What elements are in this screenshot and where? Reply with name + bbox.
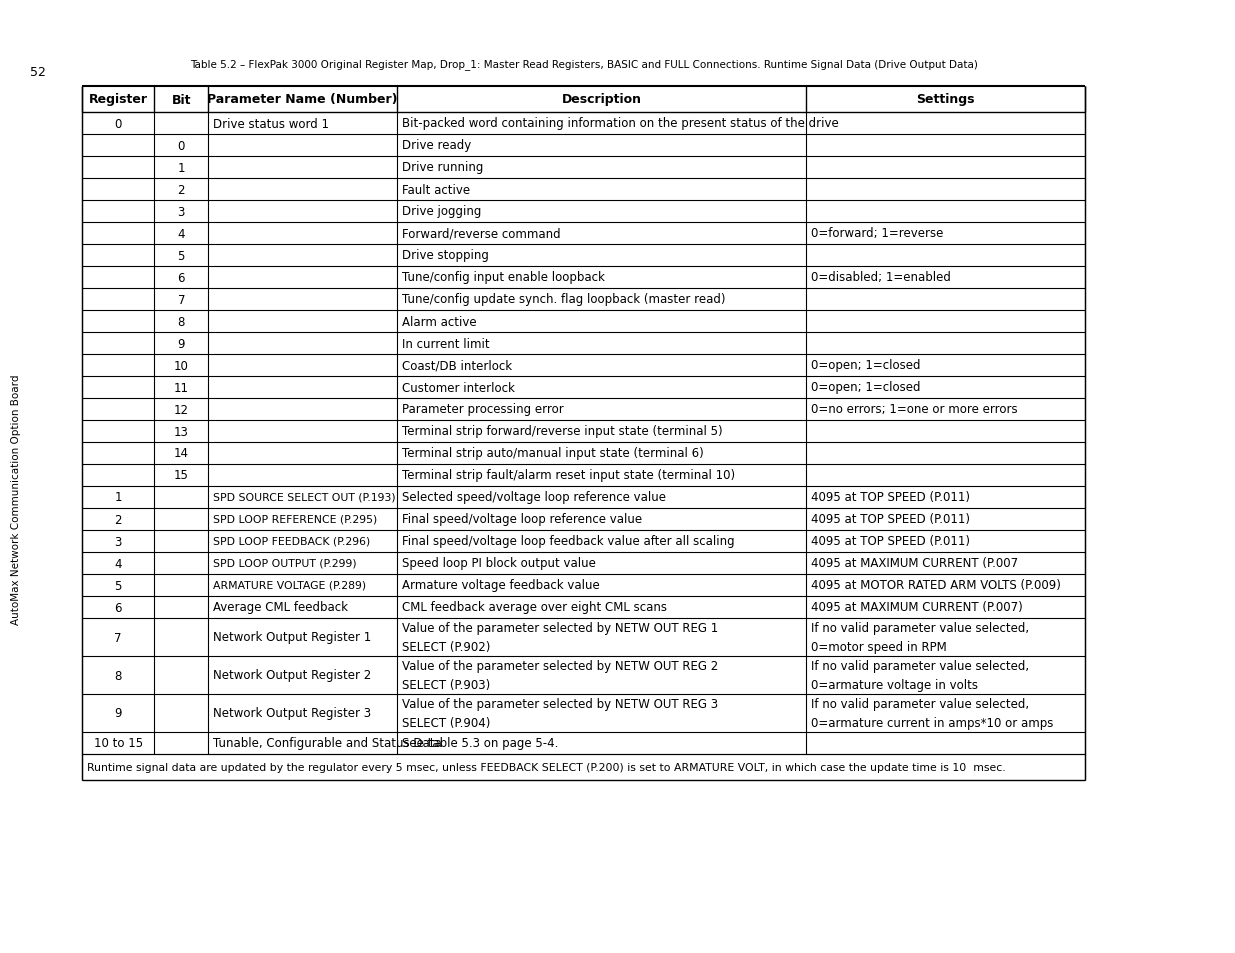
Text: 0: 0 (178, 139, 185, 152)
Text: 0=forward; 1=reverse: 0=forward; 1=reverse (811, 227, 944, 240)
Text: Value of the parameter selected by NETW OUT REG 3: Value of the parameter selected by NETW … (401, 698, 718, 710)
Text: Bit-packed word containing information on the present status of the drive: Bit-packed word containing information o… (401, 117, 839, 131)
Text: SELECT (P.904): SELECT (P.904) (401, 717, 490, 729)
Text: 1: 1 (178, 161, 185, 174)
Text: Alarm active: Alarm active (401, 315, 477, 328)
Text: 8: 8 (115, 669, 122, 681)
Text: Value of the parameter selected by NETW OUT REG 2: Value of the parameter selected by NETW … (401, 659, 719, 672)
Text: SPD LOOP REFERENCE (P.295): SPD LOOP REFERENCE (P.295) (214, 515, 378, 524)
Text: Final speed/voltage loop reference value: Final speed/voltage loop reference value (401, 513, 642, 526)
Text: 7: 7 (178, 294, 185, 306)
Text: 2: 2 (178, 183, 185, 196)
Text: Selected speed/voltage loop reference value: Selected speed/voltage loop reference va… (401, 491, 666, 504)
Text: Drive running: Drive running (401, 161, 483, 174)
Text: Drive stopping: Drive stopping (401, 250, 489, 262)
Text: 10 to 15: 10 to 15 (94, 737, 143, 750)
Text: 0=armature current in amps*10 or amps: 0=armature current in amps*10 or amps (811, 717, 1053, 729)
Text: 6: 6 (115, 601, 122, 614)
Text: Runtime signal data are updated by the regulator every 5 msec, unless FEEDBACK S: Runtime signal data are updated by the r… (86, 762, 1005, 772)
Text: 4: 4 (115, 557, 122, 570)
Text: 0=no errors; 1=one or more errors: 0=no errors; 1=one or more errors (811, 403, 1018, 416)
Text: 4095 at MAXIMUM CURRENT (P.007): 4095 at MAXIMUM CURRENT (P.007) (811, 601, 1023, 614)
Text: 4095 at TOP SPEED (P.011): 4095 at TOP SPEED (P.011) (811, 535, 971, 548)
Text: 13: 13 (174, 425, 189, 438)
Text: Coast/DB interlock: Coast/DB interlock (401, 359, 513, 372)
Text: 0=disabled; 1=enabled: 0=disabled; 1=enabled (811, 272, 951, 284)
Text: Drive jogging: Drive jogging (401, 205, 482, 218)
Text: Description: Description (562, 93, 641, 107)
Text: If no valid parameter value selected,: If no valid parameter value selected, (811, 698, 1029, 710)
Text: 7: 7 (115, 631, 122, 644)
Text: Tune/config input enable loopback: Tune/config input enable loopback (401, 272, 605, 284)
Text: 5: 5 (115, 578, 122, 592)
Text: If no valid parameter value selected,: If no valid parameter value selected, (811, 621, 1029, 635)
Text: In current limit: In current limit (401, 337, 489, 350)
Text: 4095 at MOTOR RATED ARM VOLTS (P.009): 4095 at MOTOR RATED ARM VOLTS (P.009) (811, 578, 1061, 592)
Text: 1: 1 (115, 491, 122, 504)
Text: 11: 11 (174, 381, 189, 395)
Text: 4095 at TOP SPEED (P.011): 4095 at TOP SPEED (P.011) (811, 491, 971, 504)
Text: AutoMax Network Communication Option Board: AutoMax Network Communication Option Boa… (11, 375, 21, 624)
Text: Speed loop PI block output value: Speed loop PI block output value (401, 557, 595, 570)
Text: 4095 at TOP SPEED (P.011): 4095 at TOP SPEED (P.011) (811, 513, 971, 526)
Text: 3: 3 (178, 205, 185, 218)
Text: 5: 5 (178, 250, 185, 262)
Text: 9: 9 (115, 707, 122, 720)
Text: Fault active: Fault active (401, 183, 471, 196)
Text: If no valid parameter value selected,: If no valid parameter value selected, (811, 659, 1029, 672)
Text: SELECT (P.902): SELECT (P.902) (401, 640, 490, 654)
Text: Customer interlock: Customer interlock (401, 381, 515, 395)
Text: CML feedback average over eight CML scans: CML feedback average over eight CML scan… (401, 601, 667, 614)
Text: 14: 14 (174, 447, 189, 460)
Text: Drive ready: Drive ready (401, 139, 472, 152)
Text: 12: 12 (174, 403, 189, 416)
Text: Armature voltage feedback value: Armature voltage feedback value (401, 578, 600, 592)
Text: Terminal strip forward/reverse input state (terminal 5): Terminal strip forward/reverse input sta… (401, 425, 722, 438)
Text: Parameter Name (Number): Parameter Name (Number) (207, 93, 398, 107)
Text: 0=armature voltage in volts: 0=armature voltage in volts (811, 679, 978, 691)
Text: See table 5.3 on page 5-4.: See table 5.3 on page 5-4. (401, 737, 558, 750)
Text: 52: 52 (30, 66, 46, 78)
Text: Register: Register (89, 93, 148, 107)
Text: Network Output Register 2: Network Output Register 2 (214, 669, 372, 681)
Text: 15: 15 (174, 469, 189, 482)
Text: 0=motor speed in RPM: 0=motor speed in RPM (811, 640, 947, 654)
Text: SELECT (P.903): SELECT (P.903) (401, 679, 490, 691)
Text: 10: 10 (174, 359, 189, 372)
Text: Terminal strip fault/alarm reset input state (terminal 10): Terminal strip fault/alarm reset input s… (401, 469, 735, 482)
Text: Tunable, Configurable and Status Data: Tunable, Configurable and Status Data (214, 737, 442, 750)
Text: Parameter processing error: Parameter processing error (401, 403, 563, 416)
Text: Tune/config update synch. flag loopback (master read): Tune/config update synch. flag loopback … (401, 294, 725, 306)
Text: Terminal strip auto/manual input state (terminal 6): Terminal strip auto/manual input state (… (401, 447, 704, 460)
Text: 0=open; 1=closed: 0=open; 1=closed (811, 359, 920, 372)
Text: Drive status word 1: Drive status word 1 (214, 117, 330, 131)
Text: SPD LOOP FEEDBACK (P.296): SPD LOOP FEEDBACK (P.296) (214, 537, 370, 546)
Text: Value of the parameter selected by NETW OUT REG 1: Value of the parameter selected by NETW … (401, 621, 719, 635)
Text: ARMATURE VOLTAGE (P.289): ARMATURE VOLTAGE (P.289) (214, 580, 367, 590)
Text: 0: 0 (115, 117, 122, 131)
Text: Forward/reverse command: Forward/reverse command (401, 227, 561, 240)
Text: SPD SOURCE SELECT OUT (P.193): SPD SOURCE SELECT OUT (P.193) (214, 493, 396, 502)
Text: 2: 2 (115, 513, 122, 526)
Text: Table 5.2 – FlexPak 3000 Original Register Map, Drop_1: Master Read Registers, B: Table 5.2 – FlexPak 3000 Original Regist… (189, 59, 977, 71)
Text: Final speed/voltage loop feedback value after all scaling: Final speed/voltage loop feedback value … (401, 535, 735, 548)
Text: Bit: Bit (172, 93, 191, 107)
Text: Network Output Register 3: Network Output Register 3 (214, 707, 372, 720)
Text: 0=open; 1=closed: 0=open; 1=closed (811, 381, 920, 395)
Text: Network Output Register 1: Network Output Register 1 (214, 631, 372, 644)
Text: Settings: Settings (916, 93, 974, 107)
Text: 6: 6 (178, 272, 185, 284)
Text: 3: 3 (115, 535, 122, 548)
Text: 8: 8 (178, 315, 185, 328)
Text: 4: 4 (178, 227, 185, 240)
Text: 4095 at MAXIMUM CURRENT (P.007: 4095 at MAXIMUM CURRENT (P.007 (811, 557, 1019, 570)
Text: Average CML feedback: Average CML feedback (214, 601, 348, 614)
Text: SPD LOOP OUTPUT (P.299): SPD LOOP OUTPUT (P.299) (214, 558, 357, 568)
Text: 9: 9 (178, 337, 185, 350)
